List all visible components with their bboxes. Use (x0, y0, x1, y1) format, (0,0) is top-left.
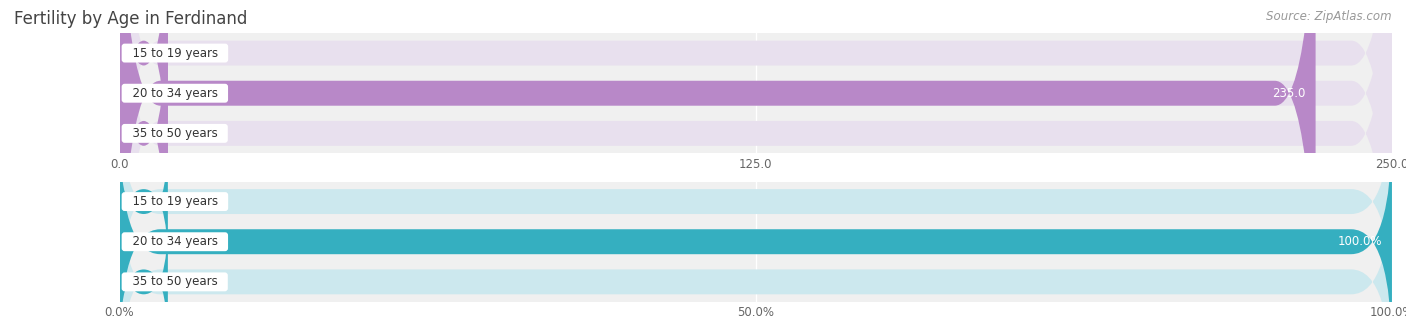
FancyBboxPatch shape (120, 166, 1392, 330)
FancyBboxPatch shape (120, 126, 1392, 330)
Text: 20 to 34 years: 20 to 34 years (125, 235, 225, 248)
Text: 0.0: 0.0 (187, 47, 205, 60)
Text: 35 to 50 years: 35 to 50 years (125, 275, 225, 288)
Text: Source: ZipAtlas.com: Source: ZipAtlas.com (1267, 10, 1392, 23)
Text: 235.0: 235.0 (1272, 87, 1305, 100)
FancyBboxPatch shape (120, 0, 167, 312)
FancyBboxPatch shape (120, 0, 1392, 330)
FancyBboxPatch shape (120, 0, 167, 231)
Text: 100.0%: 100.0% (1337, 235, 1382, 248)
Text: 0.0: 0.0 (187, 127, 205, 140)
Text: 20 to 34 years: 20 to 34 years (125, 87, 225, 100)
FancyBboxPatch shape (120, 85, 1392, 317)
FancyBboxPatch shape (120, 0, 1316, 330)
Text: 15 to 19 years: 15 to 19 years (125, 195, 225, 208)
FancyBboxPatch shape (120, 0, 1392, 330)
Text: Fertility by Age in Ferdinand: Fertility by Age in Ferdinand (14, 10, 247, 28)
Text: 0.0%: 0.0% (187, 275, 217, 288)
FancyBboxPatch shape (120, 0, 1392, 330)
FancyBboxPatch shape (120, 218, 167, 330)
FancyBboxPatch shape (120, 138, 167, 265)
Text: 0.0%: 0.0% (187, 195, 217, 208)
Text: 35 to 50 years: 35 to 50 years (125, 127, 225, 140)
Text: 15 to 19 years: 15 to 19 years (125, 47, 225, 60)
FancyBboxPatch shape (120, 126, 1392, 330)
